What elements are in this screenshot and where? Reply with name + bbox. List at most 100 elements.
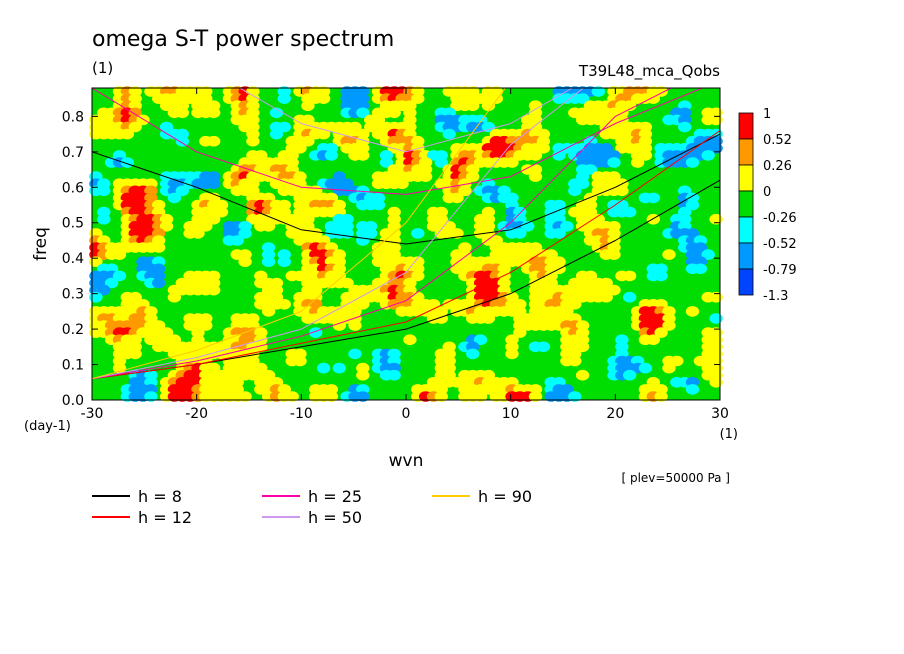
field-patch bbox=[481, 100, 496, 111]
field-patch bbox=[301, 100, 315, 111]
curve-legend: h = 8 h = 12 h = 25 h = 50 h = 90 bbox=[92, 487, 532, 527]
y-unit-label: (day-1) bbox=[24, 419, 71, 434]
field-patch bbox=[583, 164, 598, 175]
field-patch bbox=[513, 228, 527, 239]
x-tick-label: 30 bbox=[711, 406, 729, 422]
y-tick-label: 0.3 bbox=[62, 287, 84, 303]
field-patch bbox=[670, 355, 684, 367]
field-patch bbox=[693, 263, 708, 275]
colorbar: 1 0.52 0.26 0 -0.26 -0.52 -0.79 -1.3 bbox=[738, 107, 797, 304]
field-patch bbox=[505, 348, 519, 360]
y-tick-label: 0.7 bbox=[62, 145, 84, 161]
x-tick-label: 10 bbox=[502, 406, 520, 422]
dispersion-curve-kelvin bbox=[92, 130, 720, 380]
y-tick-label: 0.2 bbox=[62, 322, 84, 338]
field-patch bbox=[356, 150, 370, 161]
field-patch bbox=[332, 362, 346, 374]
field-patch bbox=[293, 355, 307, 367]
colorbar-swatch bbox=[738, 138, 754, 166]
level-annotation: [ plev=50000 Pa ] bbox=[621, 471, 730, 485]
field-patch bbox=[654, 86, 668, 97]
colorbar-label: -0.26 bbox=[763, 211, 797, 226]
field-patch bbox=[356, 235, 370, 246]
field-patch bbox=[528, 391, 543, 402]
field-patch bbox=[481, 313, 496, 324]
field-patch bbox=[442, 128, 456, 140]
field-patch bbox=[575, 93, 590, 104]
field-patch bbox=[513, 327, 527, 338]
field-patch bbox=[568, 355, 582, 367]
field-patch bbox=[199, 221, 213, 232]
field-patch bbox=[348, 348, 362, 360]
x-tick-label: 0 bbox=[402, 406, 411, 422]
field-patch bbox=[591, 86, 605, 97]
field-patch bbox=[238, 391, 252, 402]
field-patch bbox=[356, 391, 370, 402]
legend-label: h = 50 bbox=[308, 508, 362, 527]
field-patch bbox=[521, 221, 535, 232]
x-tick-label: -20 bbox=[185, 406, 208, 422]
field-patch bbox=[379, 157, 394, 168]
legend-label: h = 8 bbox=[138, 487, 182, 506]
field-patch bbox=[450, 228, 464, 239]
field-patch bbox=[638, 150, 653, 161]
dispersion-curves bbox=[92, 88, 720, 380]
field-patch bbox=[575, 369, 590, 381]
chart-subtitle-right: T39L48_mca_Qobs bbox=[578, 62, 720, 81]
field-patch bbox=[678, 121, 692, 133]
field-patch bbox=[701, 150, 715, 161]
field-patch bbox=[175, 185, 189, 197]
y-tick-label: 0.6 bbox=[62, 180, 84, 196]
field-patch bbox=[167, 192, 182, 204]
field-patch bbox=[277, 256, 291, 268]
chart-subtitle-left: (1) bbox=[92, 59, 113, 77]
field-patch bbox=[466, 100, 480, 111]
field-patch bbox=[97, 185, 111, 197]
field-patch bbox=[575, 341, 590, 353]
field-patch bbox=[356, 369, 370, 381]
field-patch bbox=[238, 228, 252, 239]
field-patch bbox=[685, 157, 700, 168]
x-axis-label: wvn bbox=[389, 451, 424, 471]
field-patch bbox=[277, 93, 291, 104]
field-patch bbox=[623, 270, 637, 282]
x-tick-label: -10 bbox=[290, 406, 313, 422]
field-patch bbox=[152, 242, 166, 253]
field-patch bbox=[89, 291, 103, 303]
field-patch bbox=[104, 277, 119, 289]
colorbar-swatch bbox=[738, 164, 754, 192]
field-patch bbox=[411, 93, 425, 104]
field-patch bbox=[97, 213, 111, 225]
field-contours bbox=[89, 86, 723, 402]
field-patch bbox=[466, 171, 480, 182]
field-patch bbox=[364, 228, 378, 239]
colorbar-label: 0 bbox=[763, 185, 771, 200]
field-patch bbox=[356, 107, 370, 119]
colorbar-label: -0.52 bbox=[763, 237, 797, 252]
field-patch bbox=[293, 143, 307, 154]
field-patch bbox=[403, 334, 417, 346]
colorbar-swatch bbox=[738, 216, 754, 244]
colorbar-label: 0.26 bbox=[763, 159, 792, 174]
field-patch bbox=[207, 107, 221, 119]
field-patch bbox=[528, 150, 543, 161]
field-patch bbox=[238, 256, 252, 268]
field-patch bbox=[646, 192, 660, 204]
field-patch bbox=[599, 291, 613, 303]
field-patch bbox=[112, 249, 127, 260]
field-patch bbox=[654, 391, 668, 402]
field-patch bbox=[560, 221, 574, 232]
field-patch bbox=[277, 121, 291, 133]
field-patch bbox=[207, 284, 221, 296]
legend-label: h = 90 bbox=[478, 487, 532, 506]
field-patch bbox=[654, 270, 668, 282]
field-patch bbox=[638, 362, 653, 374]
field-patch bbox=[324, 391, 339, 402]
field-patch bbox=[254, 341, 268, 353]
field-patch bbox=[207, 178, 221, 189]
field-patch bbox=[261, 306, 276, 317]
field-patch bbox=[630, 157, 645, 168]
field-patch bbox=[301, 135, 315, 147]
field-patch bbox=[450, 192, 464, 204]
